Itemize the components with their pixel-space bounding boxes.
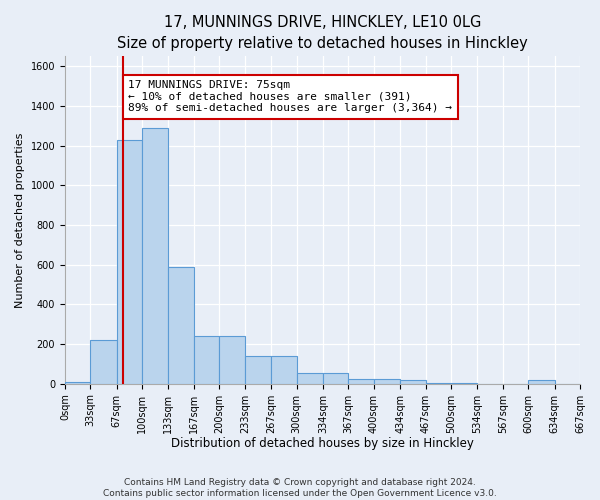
Bar xyxy=(220,336,245,384)
Bar xyxy=(91,340,116,384)
Bar xyxy=(194,336,220,384)
Text: 17 MUNNINGS DRIVE: 75sqm
← 10% of detached houses are smaller (391)
89% of semi-: 17 MUNNINGS DRIVE: 75sqm ← 10% of detach… xyxy=(128,80,452,114)
Bar xyxy=(374,379,400,384)
Bar xyxy=(271,356,296,384)
Bar xyxy=(65,382,91,384)
X-axis label: Distribution of detached houses by size in Hinckley: Distribution of detached houses by size … xyxy=(171,437,474,450)
Bar xyxy=(400,380,425,384)
Bar xyxy=(528,380,554,384)
Bar xyxy=(296,373,323,384)
Bar xyxy=(349,379,374,384)
Bar xyxy=(323,373,349,384)
Title: 17, MUNNINGS DRIVE, HINCKLEY, LE10 0LG
Size of property relative to detached hou: 17, MUNNINGS DRIVE, HINCKLEY, LE10 0LG S… xyxy=(117,15,528,51)
Bar xyxy=(451,382,477,384)
Text: Contains HM Land Registry data © Crown copyright and database right 2024.
Contai: Contains HM Land Registry data © Crown c… xyxy=(103,478,497,498)
Bar xyxy=(425,382,451,384)
Bar xyxy=(116,140,142,384)
Bar xyxy=(167,266,194,384)
Y-axis label: Number of detached properties: Number of detached properties xyxy=(15,132,25,308)
Bar xyxy=(142,128,167,384)
Bar xyxy=(245,356,271,384)
